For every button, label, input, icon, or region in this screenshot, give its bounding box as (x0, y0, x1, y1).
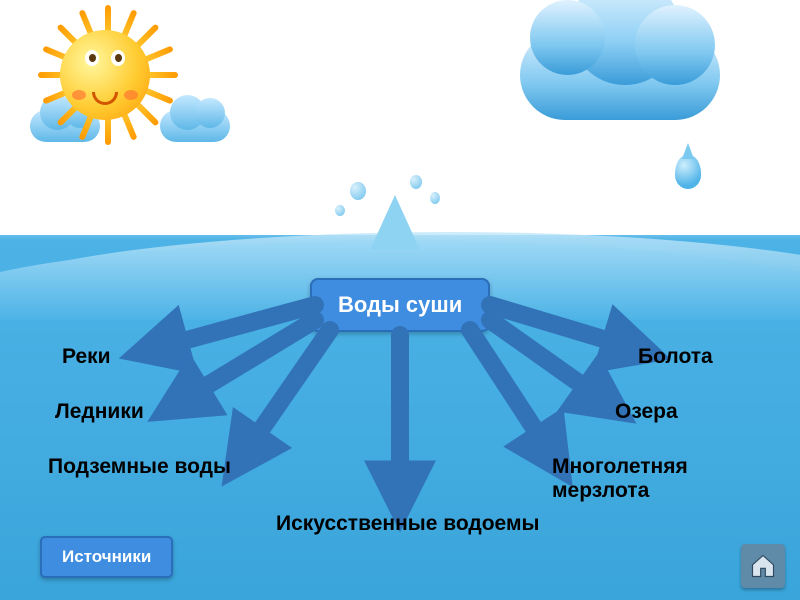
cloud-illustration (520, 30, 720, 120)
sun-illustration (60, 30, 150, 120)
diagram-label: Подземные воды (48, 455, 231, 479)
diagram-label: Озера (615, 400, 678, 424)
diagram-label: Многолетняямерзлота (552, 455, 688, 503)
home-icon (749, 552, 777, 580)
sources-button[interactable]: Источники (40, 536, 173, 578)
diagram-label: Болота (638, 345, 713, 369)
raindrop-icon (675, 155, 701, 189)
home-button[interactable] (741, 544, 785, 588)
diagram-label: Искусственные водоемы (276, 512, 539, 536)
diagram-label: Ледники (55, 400, 144, 424)
diagram-center: Воды суши (310, 278, 490, 332)
diagram-label: Реки (62, 345, 111, 369)
